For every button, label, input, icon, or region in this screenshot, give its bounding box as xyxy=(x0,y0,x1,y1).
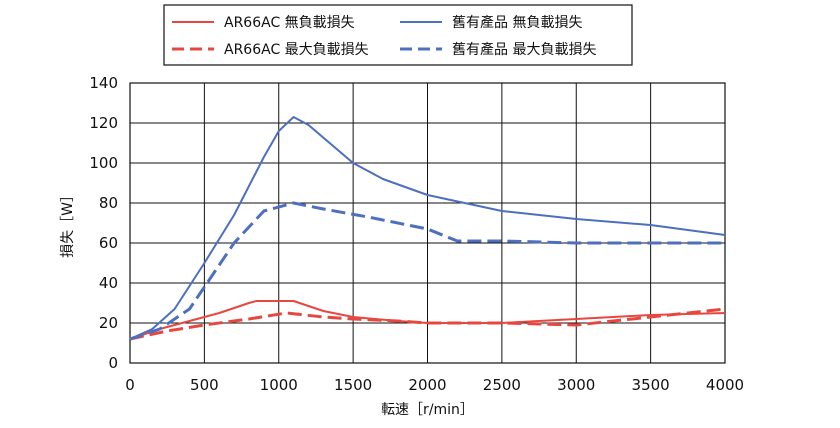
x-tick-label-2500: 2500 xyxy=(483,376,521,394)
x-tick-label-4000: 4000 xyxy=(706,376,744,394)
x-axis-ticks: 0 500 1000 1500 2000 2500 3000 3500 4000 xyxy=(125,376,744,394)
grid xyxy=(130,83,725,363)
series-layer xyxy=(129,116,726,341)
y-tick-label-140: 140 xyxy=(89,74,118,92)
series-line-3 xyxy=(129,116,726,340)
x-tick-label-1000: 1000 xyxy=(260,376,298,394)
y-axis-title: 損失［W］ xyxy=(60,188,76,258)
legend-label-2: AR66AC 最大負載損失 xyxy=(224,42,369,58)
series-line-1 xyxy=(129,300,726,340)
x-tick-label-500: 500 xyxy=(190,376,219,394)
y-tick-label-0: 0 xyxy=(108,354,118,372)
legend-label-3: 舊有產品 無負載損失 xyxy=(452,14,582,31)
series-line-4 xyxy=(129,201,725,341)
x-axis-title: 転速［r/min］ xyxy=(381,402,474,418)
y-tick-label-60: 60 xyxy=(99,234,118,252)
y-tick-label-100: 100 xyxy=(89,154,118,172)
y-tick-label-20: 20 xyxy=(99,314,118,332)
x-tick-label-0: 0 xyxy=(125,376,135,394)
legend-box xyxy=(163,4,633,66)
y-tick-label-120: 120 xyxy=(89,114,118,132)
x-tick-label-2000: 2000 xyxy=(408,376,446,394)
legend-label-1: AR66AC 無負載損失 xyxy=(224,15,355,31)
legend: AR66AC 無負載損失 AR66AC 最大負載損失 舊有產品 無負載損失舊有產品 … xyxy=(163,4,633,66)
x-tick-label-3500: 3500 xyxy=(632,376,670,394)
x-tick-label-1500: 1500 xyxy=(334,376,372,394)
series-line-2 xyxy=(129,307,726,341)
y-tick-label-80: 80 xyxy=(99,194,118,212)
legend-label-4: 舊有產品 最大負載損失 xyxy=(452,41,596,58)
y-axis-ticks: 0 20 40 60 80 100 120 140 xyxy=(89,74,118,372)
x-tick-label-3000: 3000 xyxy=(557,376,595,394)
y-tick-label-40: 40 xyxy=(99,274,118,292)
